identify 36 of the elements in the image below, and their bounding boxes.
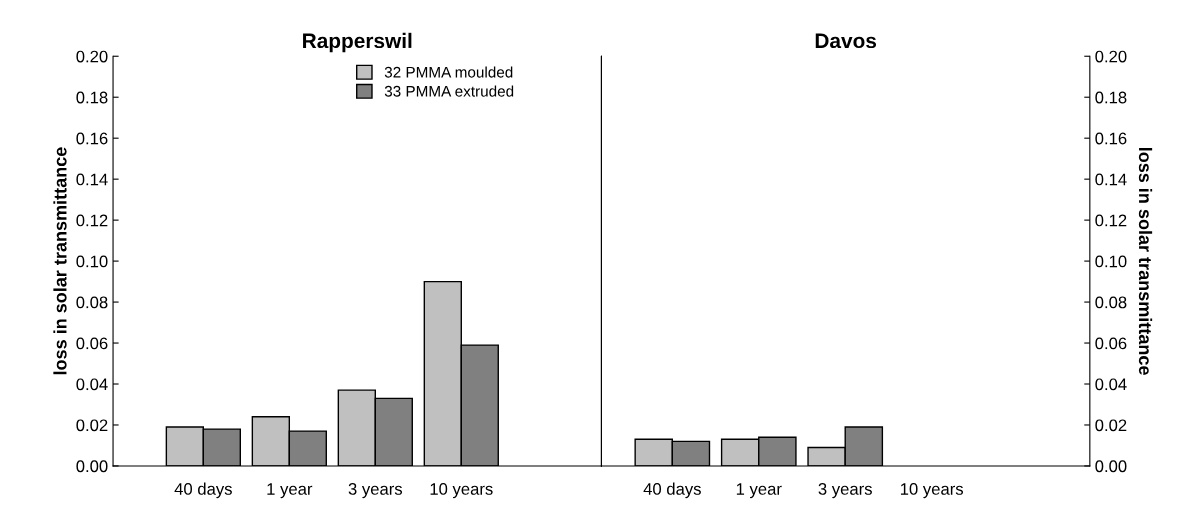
y-tick-label: 0.08: [76, 296, 108, 309]
x-tick-label: 3 years: [818, 483, 872, 499]
y-tick-label: 0.00: [76, 460, 108, 473]
y-tick-label: 0.18: [76, 91, 108, 104]
x-tick-label: 40 days: [643, 482, 701, 499]
y-tick-label: 0.06: [1095, 337, 1127, 350]
y-tick-label: 0.02: [1095, 419, 1127, 432]
y-tick-label: 0.10: [76, 255, 108, 268]
legend-label: 33 PMMA extruded: [384, 85, 514, 97]
y-tick-label: 0.00: [1095, 460, 1127, 473]
legend-label: 32 PMMA moulded: [384, 66, 513, 78]
chart-title: Davos: [815, 33, 877, 49]
y-tick-label: 0.20: [1095, 50, 1127, 63]
x-tick-label: 1 year: [267, 483, 313, 499]
y-tick-label: 0.18: [1095, 91, 1127, 104]
x-tick-label: 10 years: [430, 483, 493, 499]
y-tick-label: 0.20: [76, 50, 108, 63]
y-tick-label: 0.06: [76, 337, 108, 350]
y-tick-label: 0.04: [1095, 378, 1127, 391]
y-tick-label: 0.16: [1095, 132, 1127, 145]
y-tick-label: 0.02: [76, 419, 108, 432]
chart-title: Rapperswil: [303, 32, 412, 53]
y-tick-label: 0.16: [76, 132, 108, 145]
y-tick-label: 0.08: [1095, 296, 1127, 309]
y-tick-label: 0.12: [76, 214, 108, 227]
y-axis-title: loss in solar transmittance: [1138, 147, 1153, 375]
x-tick-label: 3 years: [348, 483, 403, 499]
y-tick-label: 0.14: [76, 173, 108, 186]
x-tick-label: 1 year: [736, 483, 782, 499]
y-tick-label: 0.14: [1095, 173, 1127, 186]
y-tick-label: 0.04: [76, 378, 108, 391]
x-tick-label: 40 days: [174, 482, 232, 499]
x-tick-label: 10 years: [900, 483, 964, 499]
y-tick-label: 0.10: [1095, 255, 1127, 268]
y-axis-title: loss in solar transmittance: [53, 147, 67, 375]
y-tick-label: 0.12: [1095, 214, 1127, 227]
